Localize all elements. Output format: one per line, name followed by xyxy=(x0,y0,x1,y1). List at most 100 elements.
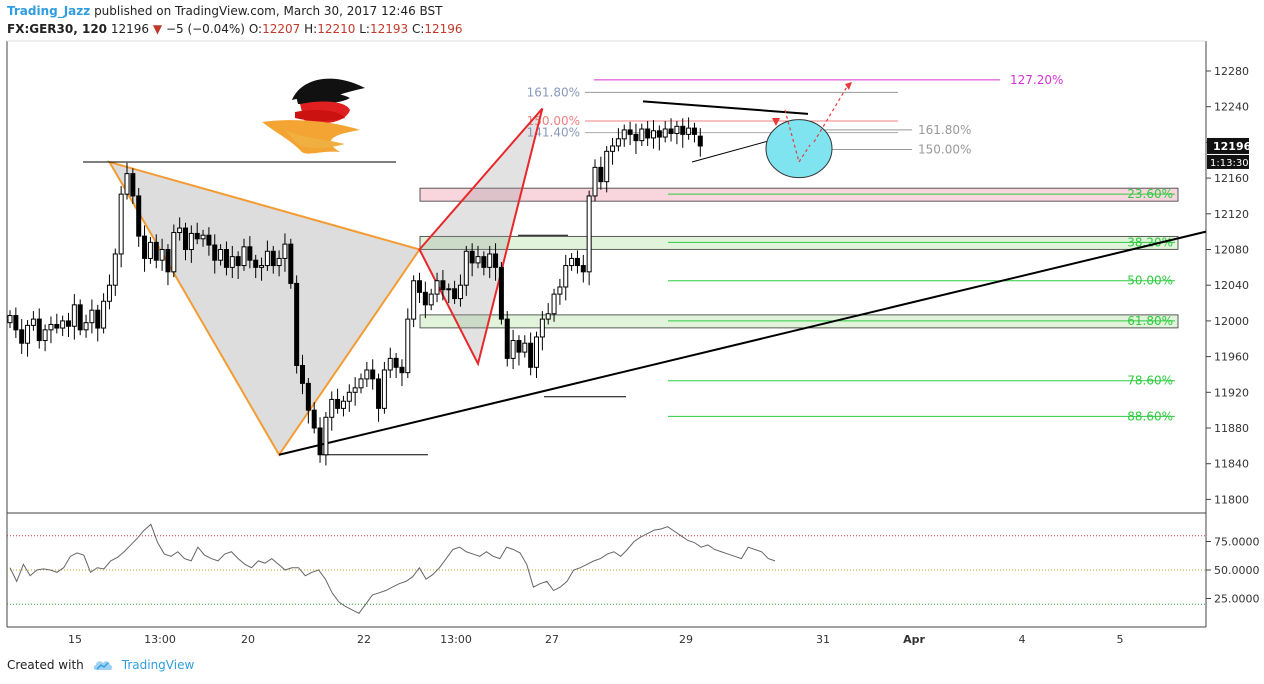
candle-body xyxy=(66,320,71,327)
candle xyxy=(686,117,692,140)
candle-body xyxy=(7,315,13,324)
candle-body xyxy=(475,256,481,264)
extension-label-1: 161.80% xyxy=(527,85,580,99)
candle xyxy=(393,353,399,379)
candle xyxy=(188,225,194,263)
candle-body xyxy=(142,235,148,259)
candle xyxy=(329,391,335,431)
candle xyxy=(25,320,31,357)
candle-body xyxy=(60,320,66,329)
candle xyxy=(498,261,504,325)
candle xyxy=(229,245,235,279)
author-link[interactable]: Trading_Jazz xyxy=(7,4,91,18)
extension-label-5: 150.00% xyxy=(918,143,971,157)
candle xyxy=(610,137,616,165)
candle xyxy=(159,238,165,271)
harmonic-orange-triangle xyxy=(107,160,422,457)
candle-body xyxy=(171,232,177,273)
candle xyxy=(194,222,200,245)
candle xyxy=(370,359,376,390)
candle xyxy=(417,272,422,304)
tradingview-brand-link[interactable]: TradingView xyxy=(121,658,195,672)
price-tick-label: 12080 xyxy=(1214,244,1249,257)
candle-body xyxy=(317,427,323,456)
candle xyxy=(48,316,54,344)
close-value: 12196 xyxy=(424,22,463,36)
candle xyxy=(54,313,60,334)
candle xyxy=(142,225,148,272)
candle-body xyxy=(235,256,241,267)
osc-tick-label: 75.0000 xyxy=(1214,536,1260,549)
candle-body xyxy=(71,304,77,327)
candle-body xyxy=(592,166,598,197)
candle xyxy=(469,243,475,277)
candle-body xyxy=(422,291,428,306)
candle xyxy=(294,275,300,374)
high-value: 12210 xyxy=(317,22,356,36)
countdown-label: 1:13:30 xyxy=(1210,158,1249,169)
price-tick-label: 11800 xyxy=(1214,493,1249,506)
candle xyxy=(311,402,317,434)
time-tick-label: 27 xyxy=(545,633,559,646)
price-tick-label: 11920 xyxy=(1214,386,1249,399)
time-tick-label: Apr xyxy=(903,633,925,646)
time-tick-label: 20 xyxy=(241,633,255,646)
candle-body xyxy=(25,324,31,344)
change-value: −5 (−0.04%) xyxy=(165,22,245,36)
candle xyxy=(674,120,680,145)
candle-body xyxy=(305,382,311,411)
last-price-label: 12196 xyxy=(1213,140,1252,153)
candle xyxy=(317,417,323,463)
fib-level-lines: 23.60% 38.20% 50.00% 61.80% 78.60% 88.60% 127.… xyxy=(527,73,1175,423)
candle xyxy=(358,373,364,394)
candle xyxy=(592,159,598,202)
candle xyxy=(218,244,224,266)
change-arrow-icon: ▼ xyxy=(152,22,163,36)
candle-body xyxy=(586,195,592,273)
candle-body xyxy=(153,241,159,261)
chart-frame xyxy=(6,40,1207,628)
price-axis[interactable]: 11800 11840 11880 11920 11960 12000 12040 12080… xyxy=(1206,65,1252,506)
candle xyxy=(106,274,112,310)
candle-body xyxy=(223,249,229,268)
candle-body xyxy=(241,246,247,267)
candle-body xyxy=(487,253,493,268)
candle-body xyxy=(118,193,124,255)
fib-label-1: 38.20% xyxy=(1127,235,1173,249)
price-tick-label: 11960 xyxy=(1214,351,1249,364)
candle-body xyxy=(48,323,54,331)
candle-body xyxy=(428,293,434,306)
candle-body xyxy=(112,253,118,286)
candle-body xyxy=(229,256,235,268)
created-with-label: Created with xyxy=(7,658,84,672)
candle xyxy=(381,361,387,414)
candle-body xyxy=(557,286,563,295)
fib-zones xyxy=(419,187,1179,329)
candle xyxy=(165,244,171,286)
candle-body xyxy=(387,357,393,371)
dashed-path-down xyxy=(784,109,811,164)
candle xyxy=(305,378,311,424)
candle xyxy=(434,272,440,303)
candle-body xyxy=(188,232,194,250)
candle xyxy=(534,331,539,379)
time-tick-label: 13:00 xyxy=(440,633,472,646)
candle xyxy=(563,254,569,301)
time-tick-label: 31 xyxy=(816,633,830,646)
candle-body xyxy=(200,234,206,240)
candle xyxy=(77,299,83,336)
candle xyxy=(452,280,458,304)
candle xyxy=(83,314,89,338)
candle-body xyxy=(183,227,188,251)
time-tick-label: 22 xyxy=(357,633,371,646)
candle xyxy=(323,411,329,466)
candle-body xyxy=(627,129,633,135)
time-axis[interactable]: 15 13:00 20 22 13:00 27 29 31 Apr 4 5 xyxy=(68,633,1124,646)
candle xyxy=(399,359,405,387)
candle xyxy=(633,123,639,155)
candle xyxy=(615,128,621,152)
candle xyxy=(545,303,551,325)
tradingview-cloud-icon xyxy=(93,661,113,670)
candle xyxy=(651,120,656,149)
